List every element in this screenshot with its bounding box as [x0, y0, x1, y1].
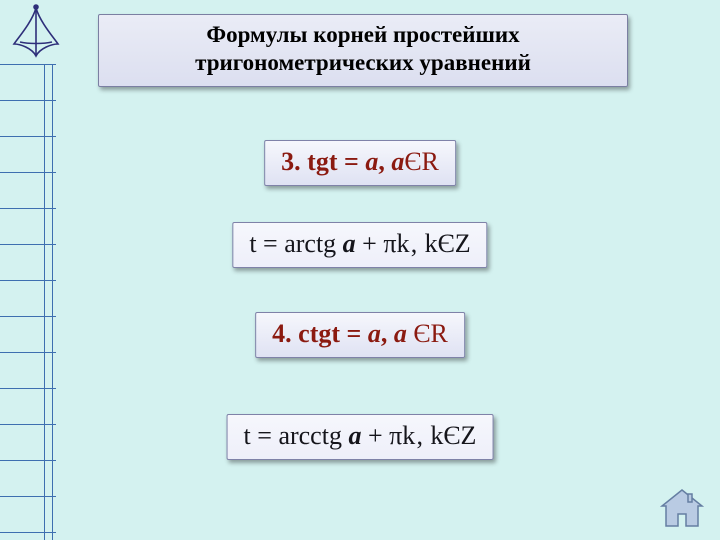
- formula-box-2: t = arctg а + πk‚ kЄZ: [232, 222, 487, 268]
- ornament-logo: [10, 4, 62, 60]
- home-button[interactable]: [658, 486, 706, 530]
- slide: Формулы корней простейших тригонометриче…: [0, 0, 720, 540]
- title-banner: Формулы корней простейших тригонометриче…: [98, 14, 628, 87]
- title-line-1: Формулы корней простейших: [113, 21, 613, 49]
- formula-box-3: 4. ctgt = а, а ЄR: [255, 312, 465, 358]
- ruled-paper-strip: [0, 64, 64, 540]
- title-line-2: тригонометрических уравнений: [113, 49, 613, 77]
- formula-box-4: t = arcctg а + πk‚ kЄZ: [227, 414, 494, 460]
- formula-box-1: 3. tgt = а, аЄR: [264, 140, 456, 186]
